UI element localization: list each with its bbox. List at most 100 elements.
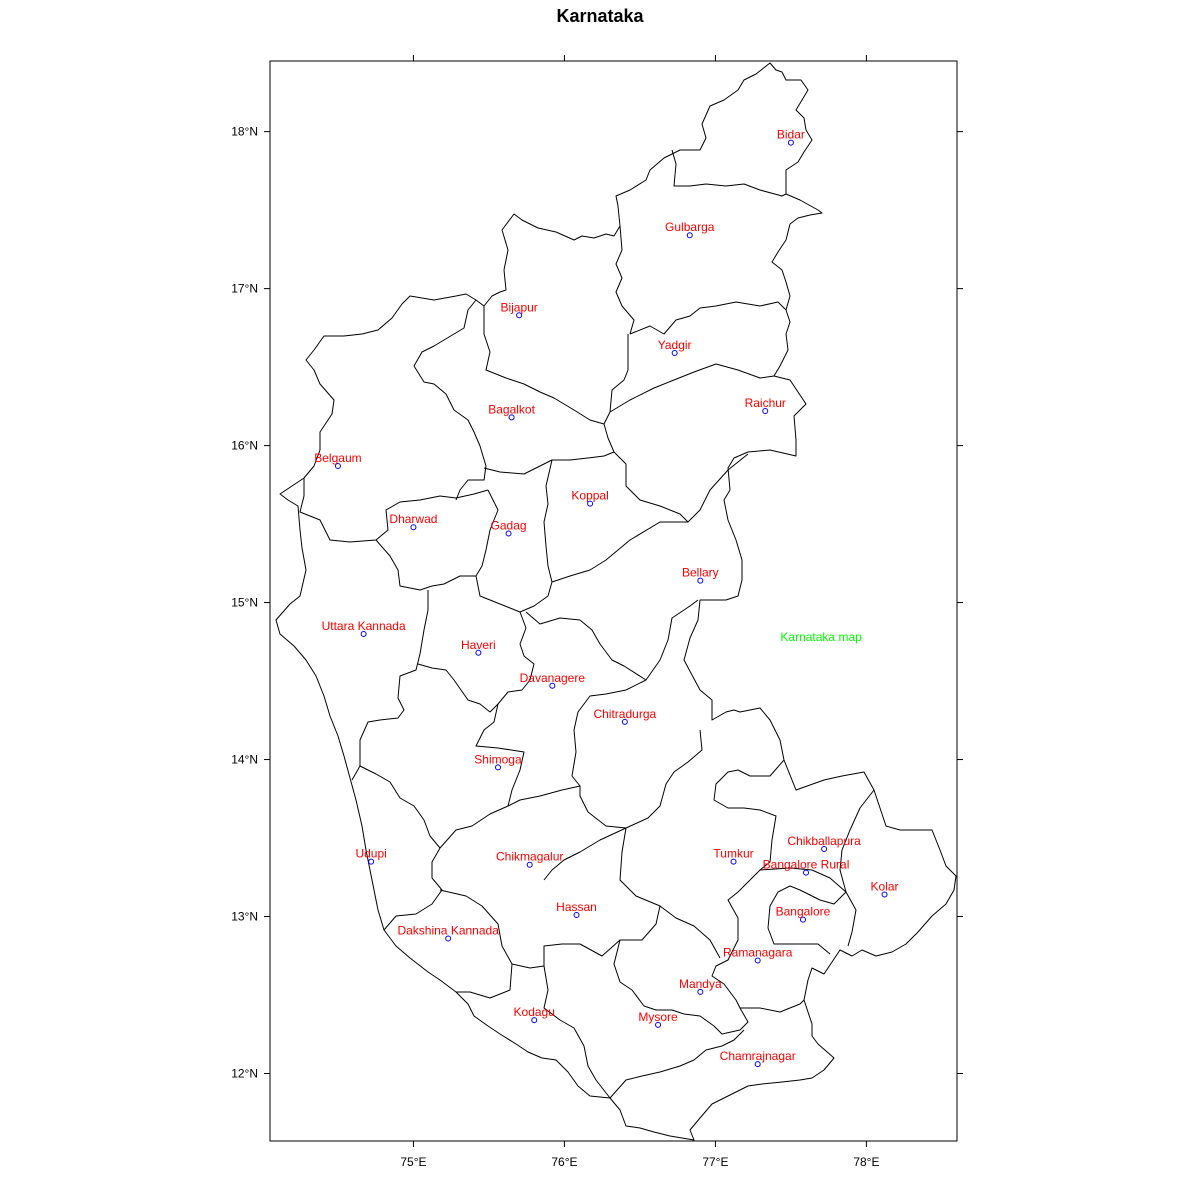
boundary-belgaum-bagalkot bbox=[413, 299, 487, 501]
district-label: Chamrajnagar bbox=[720, 1049, 796, 1063]
district-label: Ramanagara bbox=[723, 945, 793, 959]
map-annotation: Karnataka map bbox=[780, 630, 862, 644]
boundary-bagalkot-koppal bbox=[483, 423, 615, 475]
district-marker bbox=[686, 232, 693, 239]
boundary-chitradurga-tumkur bbox=[507, 729, 703, 829]
district-label: Gadag bbox=[491, 519, 527, 533]
district-label: Dharwad bbox=[389, 512, 437, 526]
boundary-ramanagara bbox=[711, 879, 805, 1013]
district-label: Udupi bbox=[355, 847, 386, 861]
map-title: Karnataka bbox=[556, 6, 644, 26]
district-marker bbox=[754, 1061, 761, 1068]
district-marker bbox=[410, 524, 417, 531]
boundary-mysore-chamrajnagar bbox=[609, 1029, 745, 1099]
district-label: Uttara Kannada bbox=[322, 619, 406, 633]
district-marker bbox=[799, 916, 806, 923]
district-label: Kodagu bbox=[514, 1005, 555, 1019]
boundary-gulbarga-yadgir bbox=[629, 301, 787, 335]
boundary-gulbarga-bijapur bbox=[615, 225, 635, 335]
plot-frame bbox=[269, 60, 958, 1142]
district-marker bbox=[334, 463, 341, 469]
district-marker bbox=[655, 1021, 662, 1028]
district-label: Mandya bbox=[679, 977, 722, 991]
district-labels: Bidar Gulbarga Bijapur Yadgir Bagalkot Raichu… bbox=[314, 128, 898, 1063]
boundary-chikballapura-kolar bbox=[839, 789, 875, 947]
boundary-bidar-gulbarga bbox=[671, 149, 787, 197]
district-boundaries bbox=[275, 62, 957, 1141]
y-tick-label: 14°N bbox=[231, 753, 258, 767]
district-marker bbox=[697, 577, 704, 584]
boundary-bangalore-rural bbox=[759, 867, 847, 955]
district-label: Mysore bbox=[638, 1010, 678, 1024]
boundary-dharwad-gadag bbox=[475, 489, 553, 613]
y-tick-label: 15°N bbox=[231, 596, 258, 610]
district-label: Bidar bbox=[777, 128, 805, 142]
y-tick-label: 12°N bbox=[231, 1067, 258, 1081]
district-label: Chikballapura bbox=[787, 834, 861, 848]
district-marker bbox=[549, 682, 556, 689]
district-marker bbox=[360, 630, 367, 637]
district-label: Yadgir bbox=[658, 338, 692, 352]
district-label: Bellary bbox=[682, 566, 719, 580]
district-markers bbox=[334, 139, 888, 1068]
x-tick-label: 77°E bbox=[702, 1155, 728, 1169]
boundary-chikmagalur-tumkur bbox=[543, 827, 627, 881]
district-label: Bangalore bbox=[776, 905, 831, 919]
boundary-davanagere-shimoga bbox=[475, 703, 525, 807]
y-tick-label: 13°N bbox=[231, 910, 258, 924]
y-tick-label: 18°N bbox=[231, 125, 258, 139]
district-marker bbox=[671, 349, 678, 356]
boundary-chikmagalur-hassan bbox=[439, 889, 661, 969]
district-marker bbox=[505, 530, 512, 537]
boundary-yadgir-raichur bbox=[609, 334, 775, 413]
district-label: Hassan bbox=[556, 900, 597, 914]
x-tick-label: 76°E bbox=[551, 1155, 577, 1169]
district-label: Chitradurga bbox=[593, 707, 656, 721]
district-marker bbox=[516, 312, 523, 319]
district-label: Gulbarga bbox=[665, 220, 715, 234]
district-marker bbox=[762, 408, 769, 415]
district-label: Haveri bbox=[461, 638, 496, 652]
boundary-koppal-gadag bbox=[543, 459, 688, 583]
boundary-davanagere-chitradurga bbox=[571, 679, 647, 787]
boundary-belgaum-dharwad bbox=[299, 478, 489, 543]
district-marker bbox=[697, 988, 704, 995]
state-outline bbox=[275, 62, 957, 1141]
y-tick-label: 16°N bbox=[231, 439, 258, 453]
boundary-tumkur-hassan bbox=[619, 827, 721, 959]
district-label: Raichur bbox=[745, 396, 786, 410]
boundary-mysore-kodagu bbox=[543, 965, 611, 1099]
district-label: Tumkur bbox=[713, 847, 753, 861]
district-marker bbox=[787, 139, 794, 146]
district-marker bbox=[526, 861, 533, 868]
boundary-mandya bbox=[613, 939, 749, 1035]
district-marker bbox=[573, 911, 580, 918]
district-marker bbox=[803, 869, 810, 876]
district-marker bbox=[621, 718, 628, 725]
district-label: Belgaum bbox=[314, 451, 361, 465]
y-tick-label: 17°N bbox=[231, 282, 258, 296]
district-label: Dakshina Kannada bbox=[397, 924, 499, 938]
boundary-uttara-kannada-haveri bbox=[351, 590, 429, 781]
district-label: Bangalore Rural bbox=[763, 858, 850, 872]
district-marker bbox=[494, 764, 501, 771]
boundary-dakshina-kannada-kodagu bbox=[456, 963, 513, 999]
district-label: Koppal bbox=[571, 489, 608, 503]
district-label: Bagalkot bbox=[488, 402, 535, 416]
boundary-tumkur-chikballapura bbox=[713, 759, 785, 881]
district-label: Kolar bbox=[871, 880, 899, 894]
district-marker bbox=[587, 500, 594, 507]
boundary-udupi-dakshina bbox=[383, 915, 397, 931]
boundary-shimoga-uttara-kannada bbox=[359, 765, 509, 849]
boundary-chikmagalur-udupi bbox=[395, 847, 443, 917]
district-marker bbox=[531, 1017, 538, 1024]
axis-ticks: 75°E 76°E 77°E 78°E 12°N 13°N 14°N 15°N 16°N 17°N… bbox=[231, 55, 963, 1169]
x-tick-label: 75°E bbox=[400, 1155, 426, 1169]
boundary-dharwad-haveri bbox=[375, 539, 476, 591]
district-label: Davanagere bbox=[520, 671, 586, 685]
district-marker bbox=[445, 935, 452, 942]
boundary-davanagere-bellary bbox=[525, 599, 699, 681]
district-marker bbox=[754, 957, 761, 964]
district-marker bbox=[821, 846, 828, 853]
